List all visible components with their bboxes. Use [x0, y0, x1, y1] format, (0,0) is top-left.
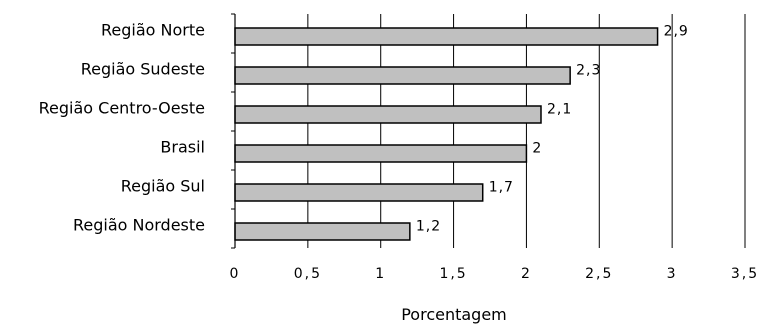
x-tick-label: 0,5	[294, 266, 322, 282]
x-tick-label: 1,5	[439, 266, 467, 282]
category-label: Região Norte	[101, 21, 205, 40]
bar	[234, 105, 542, 124]
x-tick-label: 0	[230, 266, 241, 282]
data-label: 2,9	[664, 24, 689, 40]
category-label: Brasil	[160, 138, 205, 157]
category-label: Região Sudeste	[81, 60, 205, 79]
axes	[231, 13, 236, 249]
x-axis-title: Porcentagem	[401, 305, 507, 324]
data-label: 2	[532, 141, 542, 157]
category-label: Região Nordeste	[73, 216, 205, 235]
grid-lines	[307, 14, 746, 248]
bar	[234, 183, 484, 202]
data-label: 1,7	[489, 180, 514, 196]
data-label: 2,3	[576, 63, 601, 79]
x-tick-label: 2	[521, 266, 532, 282]
bar	[234, 144, 528, 163]
data-label: 1,2	[416, 219, 441, 235]
bar	[234, 27, 659, 46]
category-label: Região Centro-Oeste	[39, 99, 205, 118]
x-tick-label: 3	[667, 266, 678, 282]
x-tick-label: 2,5	[585, 266, 613, 282]
bar	[234, 66, 571, 85]
category-label: Região Sul	[121, 177, 205, 196]
bars	[234, 27, 659, 241]
x-tick-label: 3,5	[731, 266, 759, 282]
labels: Região Norte 2,9 Região Sudeste 2,3 Região C…	[39, 21, 759, 283]
x-tick-label: 1	[375, 266, 386, 282]
bar	[234, 222, 411, 241]
data-label: 2,1	[547, 102, 572, 118]
